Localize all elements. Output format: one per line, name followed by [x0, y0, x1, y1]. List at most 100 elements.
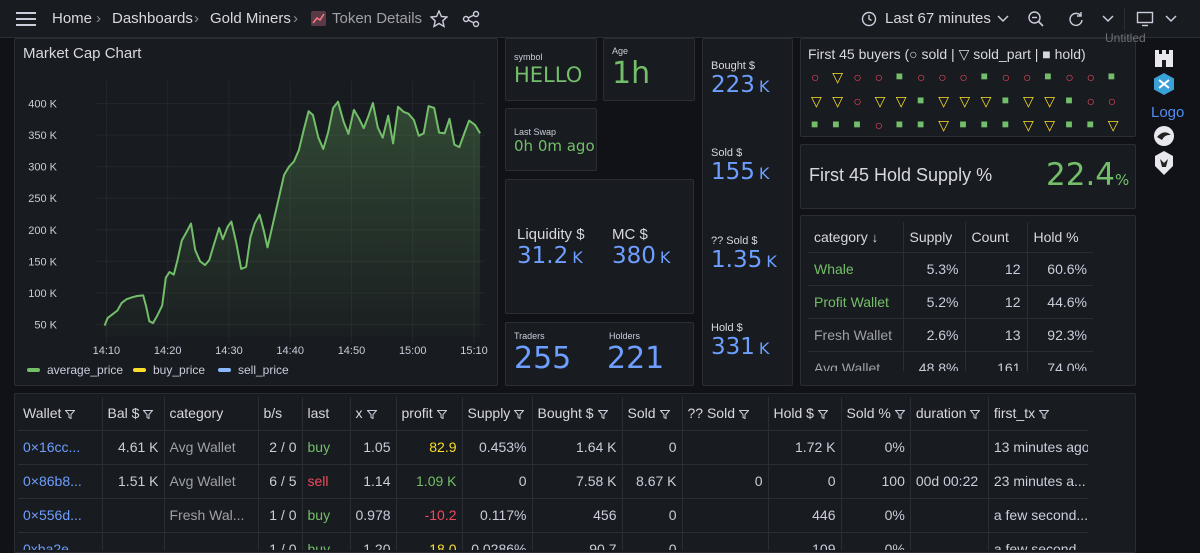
column-header-count[interactable]: Count — [964, 222, 1027, 252]
column-header-last[interactable]: last — [301, 397, 350, 430]
lion-icon[interactable] — [1153, 150, 1175, 176]
cell-sold: 0 — [621, 497, 682, 532]
mc-value: 380 K — [612, 243, 671, 269]
column-header-supply[interactable]: Supply — [902, 222, 965, 252]
sold-part-triangle-icon: ▽ — [959, 93, 971, 109]
refresh-icon[interactable] — [1067, 10, 1085, 28]
cell-category: Fresh Wallet — [808, 317, 903, 351]
chevron-down-icon[interactable] — [1101, 12, 1115, 26]
logo-text[interactable]: Logo — [1151, 104, 1185, 121]
x-tick-label: 15:10 — [460, 345, 488, 357]
castle-icon[interactable] — [1153, 47, 1175, 69]
age-panel: Age 1h — [603, 38, 695, 101]
share-icon[interactable] — [462, 10, 480, 28]
filter-icon[interactable] — [597, 410, 608, 420]
cell-profit: 18.0 — [395, 531, 462, 550]
monitor-icon[interactable] — [1136, 10, 1154, 28]
table-row[interactable]: 0×556d... Fresh Wal... 1 / 0 buy 0.978 -10.2 0… — [18, 497, 1089, 532]
sold-circle-icon: ○ — [959, 69, 968, 85]
column-header-sold[interactable]: Sold — [621, 397, 682, 430]
time-range-picker[interactable]: Last 67 minutes — [885, 10, 991, 27]
cell-sold: 0 — [621, 429, 682, 464]
table-row[interactable]: Profit Wallet 5.2% 12 44.6% — [808, 284, 1093, 318]
filter-icon[interactable] — [143, 410, 154, 420]
legend-swatch — [218, 368, 231, 372]
sold-part-triangle-icon: ▽ — [874, 93, 886, 109]
hold-value: 331 K — [711, 334, 770, 360]
filter-icon[interactable] — [659, 410, 670, 420]
cell-supply: 0.117% — [461, 497, 532, 532]
sold-circle-icon: ○ — [1107, 93, 1117, 109]
column-header-duration[interactable]: duration — [909, 397, 989, 430]
cell-sold — [681, 429, 768, 464]
column-header-first-tx[interactable]: first_tx — [987, 397, 1089, 430]
column-header-profit[interactable]: profit — [395, 397, 462, 430]
last-swap-label: Last Swap — [514, 127, 557, 137]
cell-category: Profit Wallet — [808, 284, 903, 318]
bird-icon[interactable] — [1153, 125, 1175, 147]
filter-icon[interactable] — [970, 410, 981, 420]
chevron-down-icon[interactable] — [996, 12, 1010, 26]
y-tick-label: 200 K — [28, 225, 57, 237]
breadcrumb-dashboards[interactable]: Dashboards — [112, 10, 193, 27]
filter-icon[interactable] — [514, 410, 525, 420]
cell-wallet[interactable]: 0×556d... — [18, 497, 102, 532]
filter-icon[interactable] — [1039, 410, 1050, 420]
cell-duration: 00d 00:22 — [909, 463, 989, 498]
hold-square-icon: ■ — [1107, 69, 1116, 83]
y-tick-label: 100 K — [28, 288, 57, 300]
column-header-sold[interactable]: ?? Sold — [681, 397, 768, 430]
cell-category: Avg Wallet — [163, 463, 258, 498]
cell-b-s: 1 / 0 — [257, 531, 302, 550]
filter-icon[interactable] — [436, 410, 447, 420]
breadcrumb-home[interactable]: Home — [52, 10, 93, 27]
column-header-sold[interactable]: Sold % — [840, 397, 911, 430]
clock-icon[interactable] — [861, 11, 877, 27]
cell-wallet[interactable]: 0×86b8... — [18, 463, 102, 498]
sort-down-icon[interactable]: ↓ — [871, 229, 879, 245]
breadcrumb-separator: › — [293, 10, 298, 27]
cell-wallet[interactable]: 0×16cc... — [18, 429, 102, 464]
x-tick-label: 14:20 — [154, 345, 182, 357]
column-header-bought[interactable]: Bought $ — [531, 397, 622, 430]
column-header-supply[interactable]: Supply — [461, 397, 532, 430]
liquidity-value: 31.2 K — [517, 243, 583, 269]
filter-icon[interactable] — [894, 410, 905, 420]
cell-count: 12 — [964, 251, 1027, 285]
cell-wallet[interactable]: 0xba2e... — [18, 531, 102, 550]
column-header-bal[interactable]: Bal $ — [101, 397, 164, 430]
table-row[interactable]: 0xba2e... 1 / 0 buy 1.20 18.0 0.0286% 90.7 0 109… — [18, 531, 1089, 550]
breadcrumb-gold-miners[interactable]: Gold Miners — [210, 10, 291, 27]
table-row[interactable]: 0×86b8... 1.51 K Avg Wallet 6 / 5 sell 1.14 1.… — [18, 463, 1089, 498]
chevron-down-icon[interactable] — [1164, 12, 1178, 26]
holders-value: 221 — [607, 341, 665, 376]
column-header-category[interactable]: category ↓ — [814, 228, 879, 245]
cell-bought: 90.7 — [531, 531, 622, 550]
table-row[interactable]: Avg Wallet 48.8% 161 74.0% — [808, 350, 1093, 371]
legend-swatch — [27, 368, 40, 372]
filter-icon[interactable] — [817, 410, 828, 420]
column-header-wallet[interactable]: Wallet — [18, 397, 102, 430]
cell-profit: 82.9 — [395, 429, 462, 464]
table-row[interactable]: Fresh Wallet 2.6% 13 92.3% — [808, 317, 1093, 351]
filter-icon[interactable] — [65, 410, 76, 420]
column-header-hold[interactable]: Hold $ — [767, 397, 841, 430]
table-row[interactable]: Whale 5.3% 12 60.6% — [808, 251, 1093, 285]
dex-icon[interactable] — [1153, 72, 1175, 96]
star-icon[interactable] — [430, 10, 448, 28]
x-tick-label: 14:40 — [276, 345, 304, 357]
filter-icon[interactable] — [366, 410, 377, 420]
column-header-hold[interactable]: Hold % — [1026, 222, 1093, 252]
table-row[interactable]: 0×16cc... 4.61 K Avg Wallet 2 / 0 buy 1.05 82.… — [18, 429, 1089, 464]
cell-category: Avg Wallet — [808, 350, 903, 371]
filter-icon[interactable] — [738, 410, 749, 420]
menu-icon[interactable] — [14, 9, 38, 29]
hold-square-icon: ■ — [959, 117, 967, 131]
cell-x: 1.14 — [349, 463, 396, 498]
column-header-x[interactable]: x — [349, 397, 396, 430]
cell-last: buy — [301, 531, 350, 550]
legend-item-average-price: average_price — [47, 363, 123, 377]
zoom-out-icon[interactable] — [1027, 10, 1045, 28]
column-header-b-s[interactable]: b/s — [257, 397, 302, 430]
column-header-category[interactable]: category — [163, 397, 258, 430]
